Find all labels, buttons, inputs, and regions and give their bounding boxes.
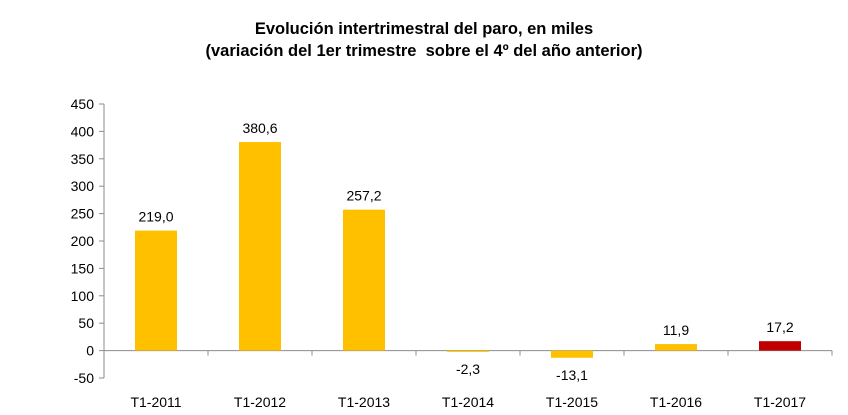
data-label-T1-2012: 380,6 — [242, 120, 277, 136]
bar-T1-2015 — [551, 350, 593, 358]
x-axis: T1-2011 T1-2012 T1-2013 T1-2014 T1-2015 T1-20… — [103, 350, 833, 410]
bars — [135, 142, 801, 358]
data-label-T1-2015: -13,1 — [556, 367, 588, 383]
data-label-T1-2011: 219,0 — [138, 209, 173, 225]
chart-subtitle-line: (variación del 1er trimestre sobre el 4º… — [205, 42, 643, 60]
y-axis: -50 0 50 100 150 200 250 300 350 400 450 — [71, 96, 105, 386]
chart-title: Evolución intertrimestral del paro, en m… — [0, 18, 848, 62]
x-tick-label: T1-2016 — [650, 394, 702, 410]
bar-T1-2014 — [447, 350, 489, 352]
y-tick-label: 50 — [78, 315, 94, 331]
x-tick-label: T1-2015 — [546, 394, 598, 410]
y-tick-label: 350 — [71, 151, 95, 167]
y-tick-label: 450 — [71, 96, 95, 112]
y-tick-label: 400 — [71, 123, 95, 139]
y-tick-label: 300 — [71, 178, 95, 194]
bar-T1-2016 — [655, 344, 697, 351]
x-tick-label: T1-2013 — [338, 394, 390, 410]
x-tick-label: T1-2014 — [442, 394, 494, 410]
y-tick-label: 100 — [71, 288, 95, 304]
bar-T1-2013 — [343, 209, 385, 351]
data-label-T1-2017: 17,2 — [766, 319, 793, 335]
y-tick-label: -50 — [74, 370, 94, 386]
x-tick-label: T1-2011 — [130, 394, 181, 410]
data-label-T1-2014: -2,3 — [456, 361, 480, 377]
chart-title-line: Evolución intertrimestral del paro, en m… — [254, 20, 594, 38]
data-label-T1-2013: 257,2 — [346, 188, 381, 204]
x-tick-label: T1-2017 — [754, 394, 806, 410]
y-tick-label: 150 — [71, 260, 95, 276]
x-tick-label: T1-2012 — [234, 394, 286, 410]
data-label-T1-2016: 11,9 — [663, 322, 689, 338]
bar-T1-2011 — [135, 230, 177, 351]
data-labels: 219,0 380,6 257,2 -2,3 -13,1 11,9 17,2 — [138, 120, 793, 383]
y-tick-label: 0 — [86, 343, 94, 359]
y-tick-label: 200 — [71, 233, 95, 249]
bar-T1-2017 — [759, 341, 801, 351]
y-tick-label: 250 — [71, 206, 95, 222]
bar-T1-2012 — [239, 142, 281, 351]
